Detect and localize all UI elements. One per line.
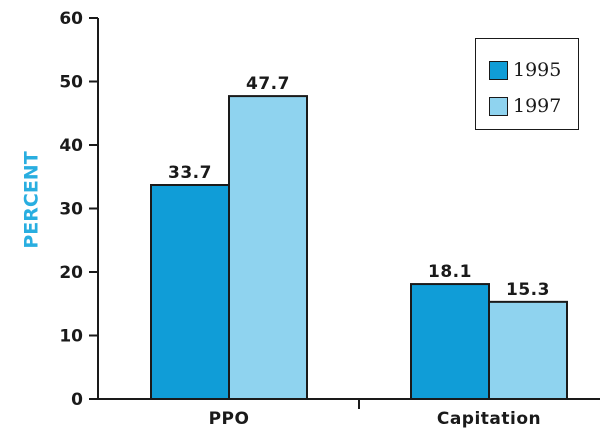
value-labels-group: 33.7 47.7 18.1 15.3 [168, 74, 550, 300]
y-axis-title-text: PERCENT [21, 151, 44, 249]
y-tick-label-30: 30 [59, 200, 83, 220]
y-tick-label-40: 40 [59, 136, 83, 156]
legend-item-1995: 1995 [489, 59, 561, 81]
legend: 1995 1997 [475, 38, 579, 130]
bar-ppo-1997 [228, 95, 308, 400]
legend-swatch-1995 [489, 60, 508, 80]
legend-item-1997: 1997 [489, 95, 561, 117]
value-label-ppo-1997: 47.7 [246, 74, 290, 94]
bar-capitation-1995 [410, 283, 490, 400]
legend-swatch-1997 [489, 96, 508, 116]
x-tick-label-capitation: Capitation [437, 409, 541, 429]
bar-capitation-1997 [488, 300, 568, 400]
value-label-ppo-1995: 33.7 [168, 163, 212, 183]
legend-label-1997: 1997 [513, 95, 562, 117]
y-tick-label-10: 10 [59, 327, 83, 347]
y-tick-label-20: 20 [59, 263, 83, 283]
x-tick-label-ppo: PPO [209, 409, 250, 429]
y-tick-label-0: 0 [71, 390, 83, 410]
y-ticks-group: 0 10 20 30 40 50 60 [59, 9, 98, 410]
y-tick-label-60: 60 [59, 9, 83, 29]
legend-label-1995: 1995 [513, 59, 562, 81]
x-ticks-group: PPO Capitation [209, 399, 541, 429]
bars-group [150, 95, 568, 400]
bar-ppo-1995 [150, 184, 230, 400]
value-label-capitation-1997: 15.3 [506, 280, 550, 300]
y-axis-title: PERCENT [12, 130, 52, 270]
y-tick-label-50: 50 [59, 73, 83, 93]
value-label-capitation-1995: 18.1 [428, 262, 472, 282]
